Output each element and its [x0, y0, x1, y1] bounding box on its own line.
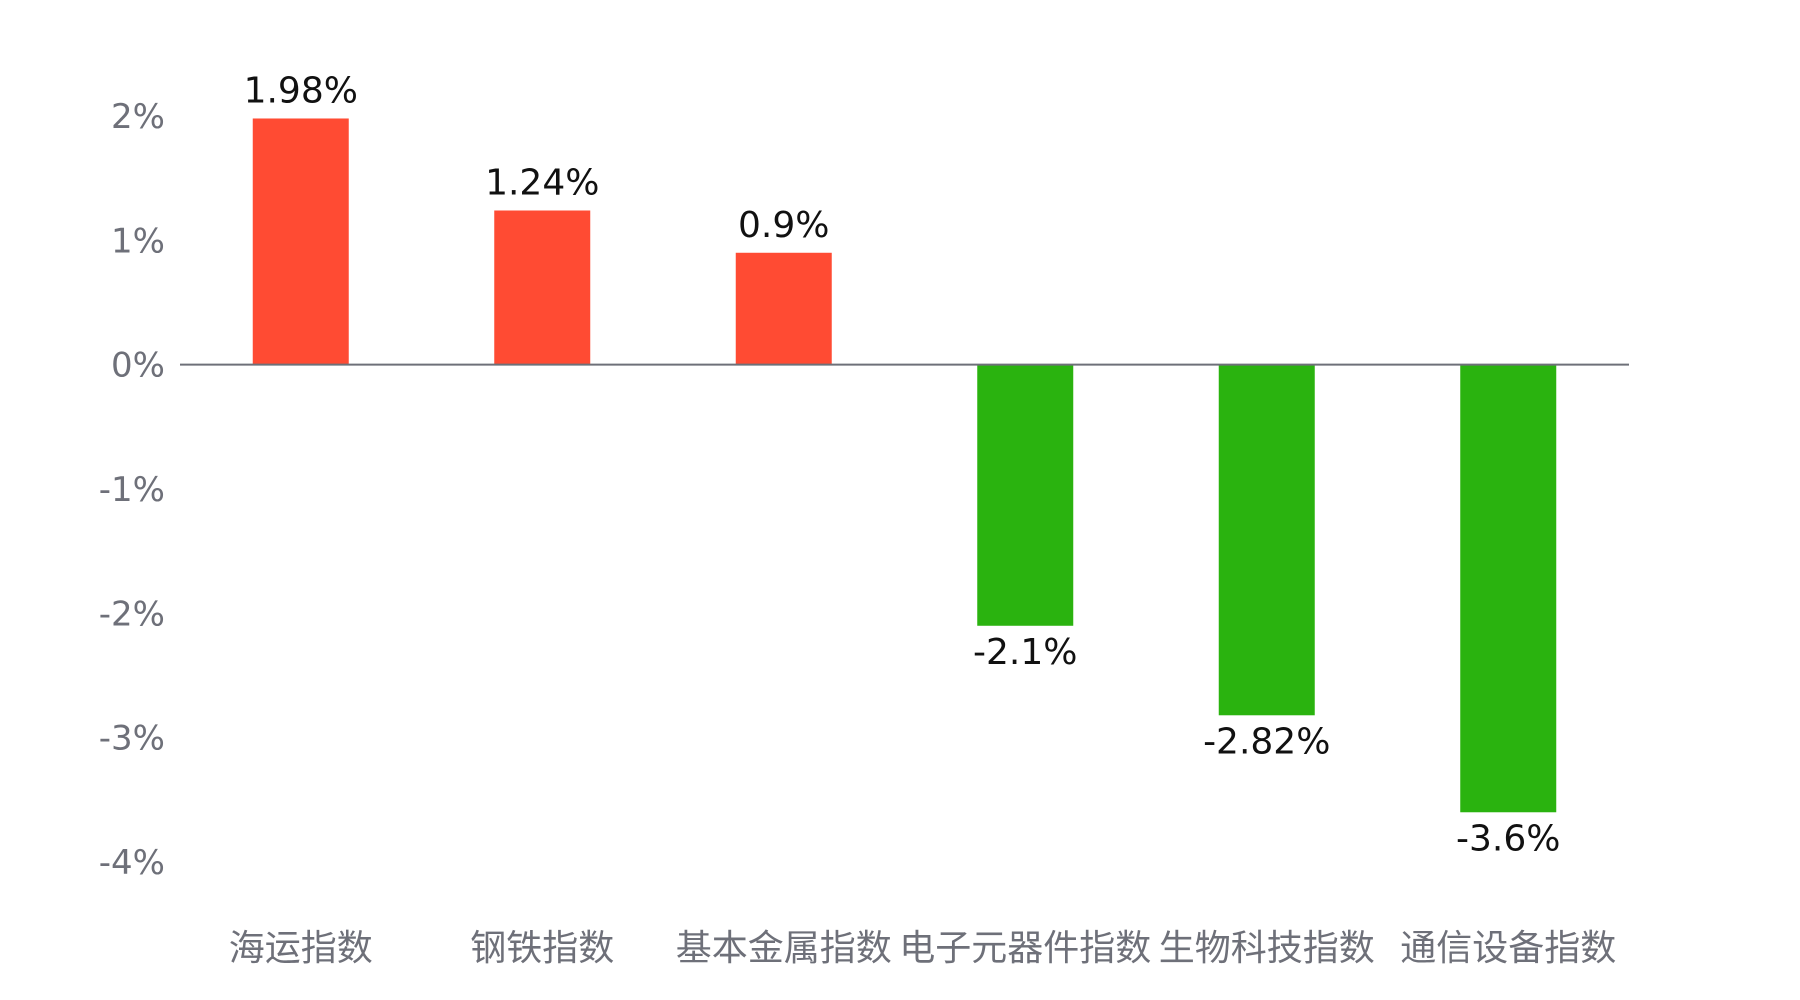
x-category-label: 基本金属指数	[676, 928, 892, 969]
bar-0	[252, 118, 349, 365]
bar-3	[977, 364, 1074, 626]
bar-5	[1460, 364, 1557, 813]
x-category-label: 通信设备指数	[1400, 928, 1616, 969]
x-axis-labels: 海运指数 钢铁指数 基本金属指数 电子元器件指数 生物科技指数 通信设备指数	[229, 928, 1617, 969]
y-tick-label: 0%	[111, 346, 165, 386]
bar-4	[1218, 364, 1315, 716]
x-category-label: 电子元器件指数	[899, 928, 1151, 969]
y-tick-label: -3%	[99, 719, 165, 759]
bar-value-label: 1.98%	[244, 70, 358, 111]
y-tick-label: 2%	[111, 97, 165, 137]
bar-1	[494, 210, 591, 365]
bar-value-label: -3.6%	[1456, 818, 1560, 859]
value-labels-group: 1.98% 1.24% 0.9% -2.1% -2.82% -3.6%	[244, 70, 1561, 859]
y-tick-label: -4%	[99, 843, 165, 883]
x-category-label: 生物科技指数	[1159, 928, 1375, 969]
bar-value-label: -2.82%	[1203, 721, 1330, 762]
bar-2	[735, 252, 832, 365]
y-tick-label: 1%	[111, 221, 165, 261]
bar-value-label: -2.1%	[973, 632, 1077, 673]
bar-value-label: 0.9%	[738, 205, 829, 246]
y-tick-label: -1%	[99, 470, 165, 510]
y-tick-label: -2%	[99, 594, 165, 634]
x-category-label: 钢铁指数	[470, 928, 614, 969]
x-category-label: 海运指数	[229, 928, 373, 969]
bar-value-label: 1.24%	[485, 162, 599, 203]
bars-group	[252, 118, 1557, 813]
y-axis-ticks: 2% 1% 0% -1% -2% -3% -4%	[99, 97, 165, 883]
